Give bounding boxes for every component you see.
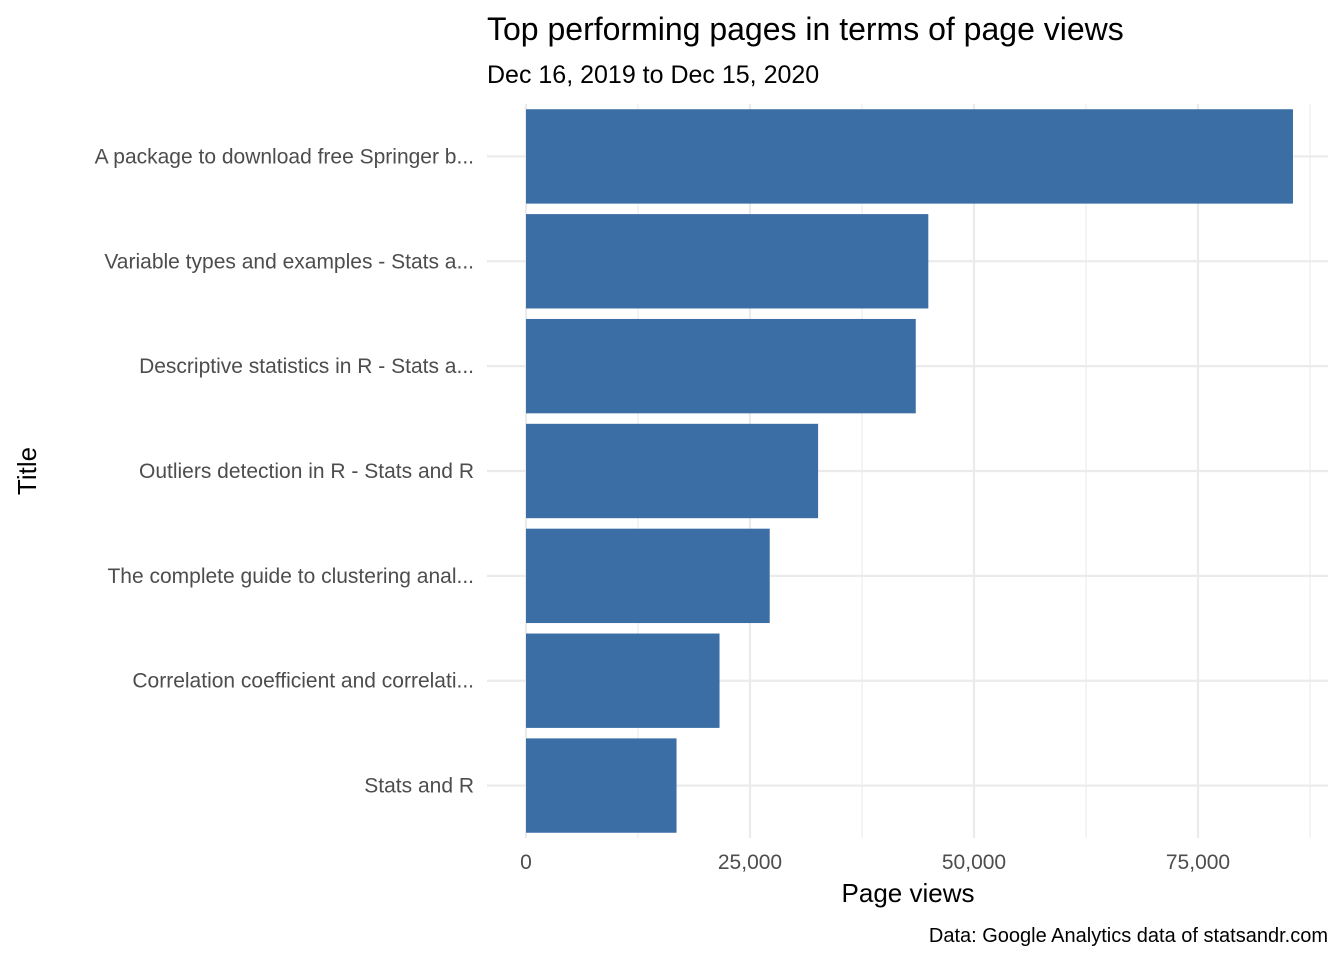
y-tick-label: The complete guide to clustering anal... [107,565,474,588]
x-tick-labels: 0 25,000 50,000 75,000 [520,851,1230,874]
x-tick-label: 75,000 [1166,851,1230,874]
y-axis-title: Title [12,447,42,495]
bar [526,633,720,728]
bar [526,318,916,414]
x-tick-label: 25,000 [718,851,782,874]
bar [526,109,1293,204]
bar [526,738,677,833]
chart-caption: Data: Google Analytics data of statsandr… [929,925,1328,947]
bar [526,214,929,309]
y-tick-label: A package to download free Springer b... [95,145,474,168]
y-tick-label: Stats and R [364,775,474,798]
y-tick-label: Descriptive statistics in R - Stats a... [139,355,474,378]
y-tick-label: Correlation coefficient and correlati... [132,670,474,693]
chart-title: Top performing pages in terms of page vi… [487,11,1124,47]
bar [526,423,819,519]
y-tick-label: Outliers detection in R - Stats and R [139,460,474,483]
bars [526,109,1293,833]
y-tick-label: Variable types and examples - Stats a... [104,250,474,273]
x-tick-label: 0 [520,851,532,874]
bar [526,528,770,624]
x-tick-label: 50,000 [942,851,1006,874]
x-axis-title: Page views [842,878,975,908]
y-tick-labels: A package to download free Springer b...… [95,145,474,797]
chart-subtitle: Dec 16, 2019 to Dec 15, 2020 [487,61,819,89]
